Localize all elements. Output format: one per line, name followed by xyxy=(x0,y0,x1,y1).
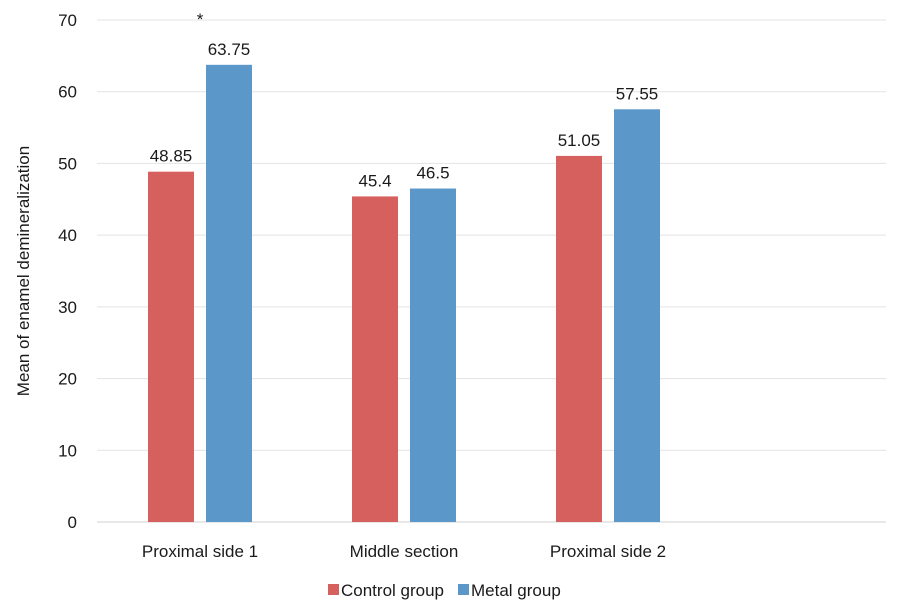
legend-swatch xyxy=(458,584,469,595)
y-tick-label: 20 xyxy=(58,370,77,389)
category-labels: Proximal side 1 Middle section Proximal si… xyxy=(142,542,666,561)
legend: Control group Metal group xyxy=(328,581,561,600)
y-tick-label: 50 xyxy=(58,154,77,173)
category-label: Proximal side 1 xyxy=(142,542,258,561)
y-tick-label: 70 xyxy=(58,11,77,30)
data-label: 46.5 xyxy=(416,164,449,183)
y-tick-label: 10 xyxy=(58,441,77,460)
bar-metal-group xyxy=(206,64,252,523)
data-label: 48.85 xyxy=(150,147,193,166)
y-axis-title: Mean of enamel demineralization xyxy=(14,146,33,396)
bar-control-group xyxy=(556,155,602,523)
data-label: 57.55 xyxy=(616,84,659,103)
legend-label: Control group xyxy=(341,581,444,600)
y-tick-label: 30 xyxy=(58,298,77,317)
annotations: * xyxy=(197,10,204,29)
bars xyxy=(148,64,660,523)
data-labels: 48.85 63.75 45.4 46.5 51.05 57.55 xyxy=(150,40,659,191)
category-label: Proximal side 2 xyxy=(550,542,666,561)
legend-swatch xyxy=(328,584,339,595)
data-label: 45.4 xyxy=(358,171,391,190)
significance-marker: * xyxy=(197,10,204,29)
y-tick-label: 40 xyxy=(58,226,77,245)
bar-metal-group xyxy=(410,188,456,522)
y-tick-label: 60 xyxy=(58,83,77,102)
category-label: Middle section xyxy=(350,542,459,561)
bar-metal-group xyxy=(614,109,660,522)
data-label: 51.05 xyxy=(558,131,601,150)
y-tick-label: 0 xyxy=(68,513,77,532)
data-label: 63.75 xyxy=(208,40,251,59)
legend-label: Metal group xyxy=(471,581,561,600)
y-axis-ticks: 0 10 20 30 40 50 60 70 xyxy=(58,11,77,532)
bar-control-group xyxy=(352,196,398,522)
bar-control-group xyxy=(148,171,194,522)
